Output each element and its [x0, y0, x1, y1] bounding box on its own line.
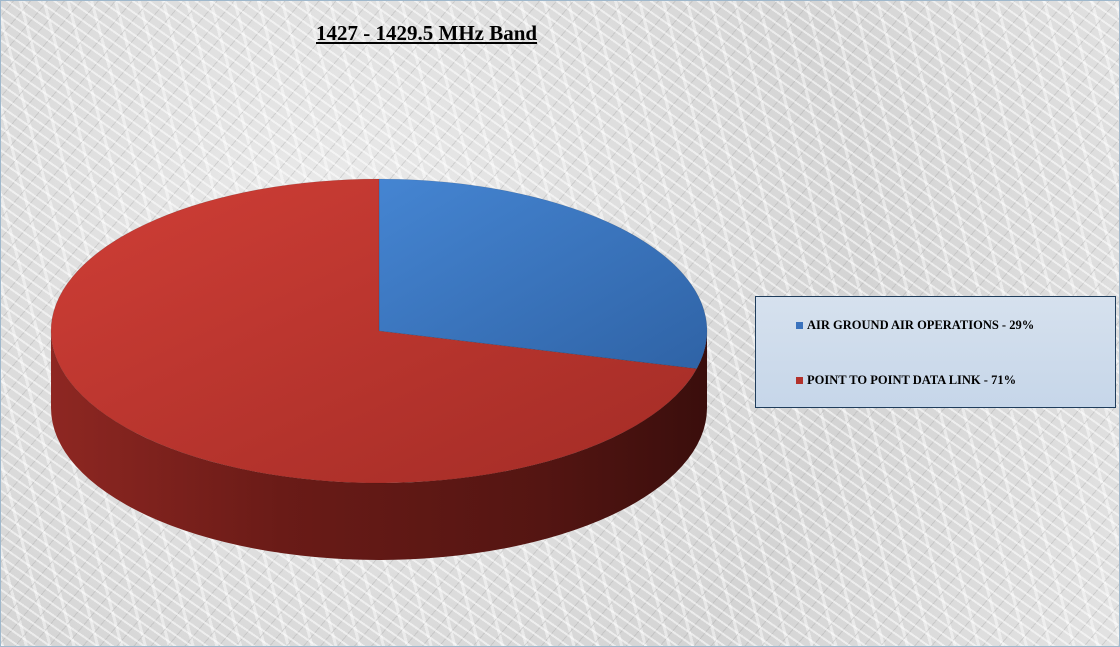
legend-item: POINT TO POINT DATA LINK - 71%	[796, 373, 1115, 388]
pie-side-wall	[51, 331, 707, 560]
chart-title: 1427 - 1429.5 MHz Band	[316, 21, 538, 45]
legend-swatch-icon	[796, 322, 803, 329]
legend-label: POINT TO POINT DATA LINK - 71%	[807, 373, 1017, 387]
pie-slice-1	[378, 178, 708, 370]
legend-label: AIR GROUND AIR OPERATIONS - 29%	[807, 318, 1035, 332]
legend-swatch-icon	[796, 377, 803, 384]
pie-slice-2	[50, 178, 698, 484]
legend: AIR GROUND AIR OPERATIONS - 29% POINT TO…	[755, 296, 1116, 408]
legend-item: AIR GROUND AIR OPERATIONS - 29%	[796, 318, 1115, 333]
